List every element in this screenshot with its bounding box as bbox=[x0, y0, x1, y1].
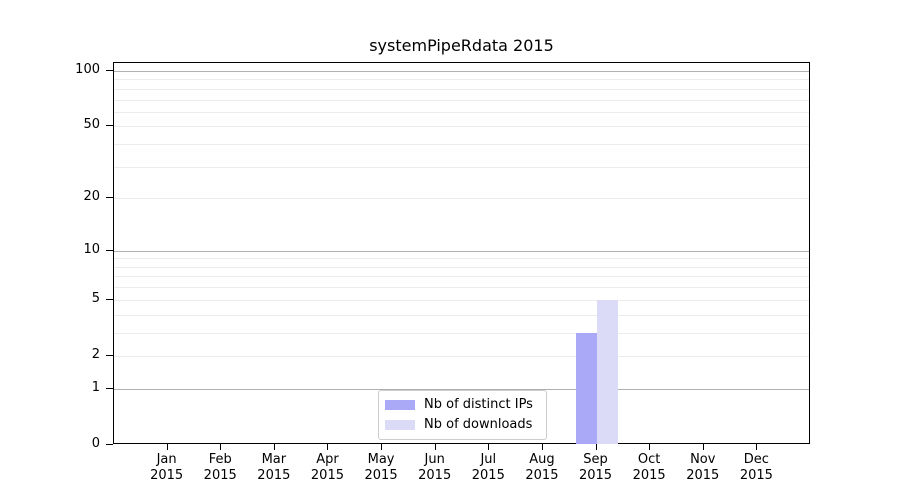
x-tick-month: Dec bbox=[743, 452, 769, 467]
gridline-minor bbox=[114, 258, 809, 260]
x-tick-year: 2015 bbox=[150, 468, 184, 483]
gridline-minor bbox=[114, 144, 809, 146]
x-tick-year: 2015 bbox=[257, 468, 291, 483]
y-tick-label: 0 bbox=[91, 436, 100, 451]
x-tick-label: Jul 2015 bbox=[456, 452, 520, 484]
y-tick-mark bbox=[106, 249, 113, 251]
x-tick-month: Jul bbox=[480, 452, 497, 467]
x-tick-month: Feb bbox=[208, 452, 232, 467]
gridline-minor bbox=[114, 276, 809, 278]
x-tick-label: Oct 2015 bbox=[617, 452, 681, 484]
gridline-major bbox=[114, 250, 809, 252]
x-tick-month: Nov bbox=[690, 452, 716, 467]
x-tick-mark bbox=[220, 444, 222, 450]
x-tick-label: Nov 2015 bbox=[671, 452, 735, 484]
gridline-major bbox=[114, 388, 809, 390]
x-tick-month: May bbox=[367, 452, 395, 467]
legend-item-downloads: Nb of downloads bbox=[385, 416, 538, 433]
x-tick-year: 2015 bbox=[418, 468, 452, 483]
x-tick-label: Apr 2015 bbox=[295, 452, 359, 484]
x-tick-month: Apr bbox=[316, 452, 339, 467]
legend-item-distinct-ips: Nb of distinct IPs bbox=[385, 396, 538, 413]
x-tick-year: 2015 bbox=[739, 468, 773, 483]
y-tick-label: 100 bbox=[75, 62, 100, 77]
legend: Nb of distinct IPs Nb of downloads bbox=[378, 390, 547, 440]
x-tick-label: Jan 2015 bbox=[135, 452, 199, 484]
x-tick-label: Mar 2015 bbox=[242, 452, 306, 484]
x-tick-month: Sep bbox=[583, 452, 608, 467]
y-tick-mark bbox=[106, 387, 113, 389]
gridline-minor bbox=[114, 355, 809, 357]
x-tick-year: 2015 bbox=[471, 468, 505, 483]
legend-swatch-downloads bbox=[385, 419, 415, 430]
gridline-major bbox=[114, 71, 809, 72]
gridline-minor bbox=[114, 287, 809, 289]
x-tick-mark bbox=[595, 444, 597, 450]
x-tick-mark bbox=[541, 444, 543, 450]
legend-label-downloads: Nb of downloads bbox=[424, 417, 533, 432]
gridline-minor bbox=[114, 314, 809, 316]
x-tick-month: Oct bbox=[637, 452, 661, 467]
legend-swatch-distinct-ips bbox=[385, 399, 415, 410]
y-tick-mark bbox=[106, 298, 113, 300]
x-tick-year: 2015 bbox=[525, 468, 559, 483]
x-tick-mark bbox=[434, 444, 436, 450]
gridline-minor bbox=[114, 198, 809, 200]
y-tick-mark bbox=[106, 444, 113, 445]
x-tick-month: Aug bbox=[529, 452, 555, 467]
x-tick-year: 2015 bbox=[364, 468, 398, 483]
x-tick-month: Jun bbox=[424, 452, 445, 467]
x-tick-mark bbox=[702, 444, 704, 450]
gridline-minor bbox=[114, 126, 809, 128]
x-tick-mark bbox=[166, 444, 168, 450]
y-tick-mark bbox=[106, 125, 113, 127]
y-tick-label: 10 bbox=[83, 241, 100, 257]
x-tick-label: Dec 2015 bbox=[724, 452, 788, 484]
x-tick-year: 2015 bbox=[203, 468, 237, 483]
y-tick-label: 2 bbox=[91, 346, 100, 362]
x-tick-month: Jan bbox=[156, 452, 177, 467]
x-tick-mark bbox=[756, 444, 758, 450]
x-tick-year: 2015 bbox=[310, 468, 344, 483]
y-tick-mark bbox=[106, 354, 113, 356]
x-tick-mark bbox=[381, 444, 383, 450]
x-tick-mark bbox=[649, 444, 651, 450]
x-tick-label: Feb 2015 bbox=[188, 452, 252, 484]
x-tick-label: May 2015 bbox=[349, 452, 413, 484]
gridline-minor bbox=[114, 266, 809, 268]
y-tick-label: 1 bbox=[91, 379, 100, 395]
x-tick-year: 2015 bbox=[578, 468, 613, 483]
y-tick-label: 5 bbox=[91, 290, 100, 306]
bar-distinct-ips bbox=[575, 332, 597, 444]
legend-label-distinct-ips: Nb of distinct IPs bbox=[424, 397, 533, 412]
x-tick-label: Sep 2015 bbox=[564, 452, 628, 484]
x-tick-label: Aug 2015 bbox=[510, 452, 574, 484]
x-tick-label: Jun 2015 bbox=[403, 452, 467, 484]
gridline-minor bbox=[114, 99, 809, 101]
bar-downloads bbox=[596, 299, 618, 444]
x-tick-month: Mar bbox=[261, 452, 287, 467]
gridline-minor bbox=[114, 111, 809, 113]
y-tick-label: 20 bbox=[83, 189, 100, 205]
x-tick-mark bbox=[488, 444, 490, 450]
gridline-minor bbox=[114, 79, 809, 81]
y-tick-label: 50 bbox=[83, 117, 100, 133]
gridline-minor bbox=[114, 88, 809, 90]
gridline-minor bbox=[114, 332, 809, 334]
gridline-minor bbox=[114, 166, 809, 168]
x-tick-year: 2015 bbox=[632, 468, 666, 483]
chart-title: systemPipeRdata 2015 bbox=[369, 36, 554, 55]
y-tick-mark bbox=[106, 197, 113, 199]
y-tick-mark bbox=[106, 70, 113, 71]
gridline-minor bbox=[114, 299, 809, 301]
x-tick-mark bbox=[273, 444, 275, 450]
plot-area bbox=[113, 62, 810, 444]
x-tick-year: 2015 bbox=[686, 468, 720, 483]
x-tick-mark bbox=[327, 444, 329, 450]
